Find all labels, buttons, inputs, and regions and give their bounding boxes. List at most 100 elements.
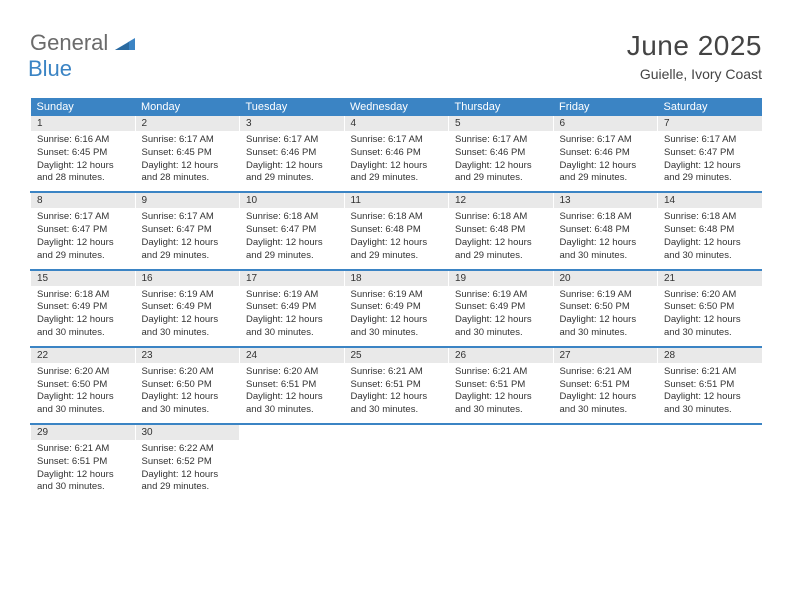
daynum-row: 22232425262728 xyxy=(31,347,763,363)
day-body-cell: Sunrise: 6:21 AMSunset: 6:51 PMDaylight:… xyxy=(449,363,554,424)
day-body-cell: Sunrise: 6:21 AMSunset: 6:51 PMDaylight:… xyxy=(344,363,449,424)
sunset-text: Sunset: 6:47 PM xyxy=(246,224,338,237)
daylight-text: Daylight: 12 hours and 30 minutes. xyxy=(351,314,443,340)
daybody-row: Sunrise: 6:16 AMSunset: 6:45 PMDaylight:… xyxy=(31,131,763,192)
day-body-cell xyxy=(240,440,345,500)
daylight-text: Daylight: 12 hours and 30 minutes. xyxy=(664,314,756,340)
day-body-cell xyxy=(449,440,554,500)
daylight-text: Daylight: 12 hours and 30 minutes. xyxy=(142,314,234,340)
day-number-cell: 27 xyxy=(553,347,658,363)
daybody-row: Sunrise: 6:21 AMSunset: 6:51 PMDaylight:… xyxy=(31,440,763,500)
day-body-cell: Sunrise: 6:17 AMSunset: 6:47 PMDaylight:… xyxy=(31,208,136,269)
sunrise-text: Sunrise: 6:22 AM xyxy=(142,443,234,456)
day-body-cell: Sunrise: 6:18 AMSunset: 6:48 PMDaylight:… xyxy=(344,208,449,269)
day-number-cell: 25 xyxy=(344,347,449,363)
sunset-text: Sunset: 6:52 PM xyxy=(142,456,234,469)
day-body-cell: Sunrise: 6:17 AMSunset: 6:47 PMDaylight:… xyxy=(135,208,240,269)
daylight-text: Daylight: 12 hours and 30 minutes. xyxy=(560,314,652,340)
day-body-cell: Sunrise: 6:19 AMSunset: 6:49 PMDaylight:… xyxy=(135,286,240,347)
day-number-cell: 30 xyxy=(135,424,240,440)
sunrise-text: Sunrise: 6:21 AM xyxy=(560,366,652,379)
sunset-text: Sunset: 6:51 PM xyxy=(455,379,547,392)
page-title: June 2025 xyxy=(627,30,762,62)
day-number-cell: 3 xyxy=(240,116,345,131)
daylight-text: Daylight: 12 hours and 29 minutes. xyxy=(455,237,547,263)
daylight-text: Daylight: 12 hours and 30 minutes. xyxy=(142,391,234,417)
header-row: General Blue June 2025 Guielle, Ivory Co… xyxy=(30,30,762,82)
sunset-text: Sunset: 6:48 PM xyxy=(560,224,652,237)
sunrise-text: Sunrise: 6:20 AM xyxy=(37,366,129,379)
daynum-row: 15161718192021 xyxy=(31,270,763,286)
day-body-cell: Sunrise: 6:18 AMSunset: 6:48 PMDaylight:… xyxy=(658,208,763,269)
day-body-cell: Sunrise: 6:17 AMSunset: 6:46 PMDaylight:… xyxy=(553,131,658,192)
daynum-row: 1234567 xyxy=(31,116,763,131)
daylight-text: Daylight: 12 hours and 30 minutes. xyxy=(351,391,443,417)
sunset-text: Sunset: 6:46 PM xyxy=(351,147,443,160)
sunset-text: Sunset: 6:51 PM xyxy=(664,379,756,392)
sunrise-text: Sunrise: 6:18 AM xyxy=(351,211,443,224)
daybody-row: Sunrise: 6:17 AMSunset: 6:47 PMDaylight:… xyxy=(31,208,763,269)
day-number-cell: 19 xyxy=(449,270,554,286)
sunrise-text: Sunrise: 6:18 AM xyxy=(37,289,129,302)
day-number-cell xyxy=(449,424,554,440)
day-number-cell: 12 xyxy=(449,192,554,208)
day-body-cell: Sunrise: 6:20 AMSunset: 6:50 PMDaylight:… xyxy=(658,286,763,347)
sunset-text: Sunset: 6:47 PM xyxy=(664,147,756,160)
day-body-cell: Sunrise: 6:21 AMSunset: 6:51 PMDaylight:… xyxy=(658,363,763,424)
sunset-text: Sunset: 6:51 PM xyxy=(246,379,338,392)
daylight-text: Daylight: 12 hours and 29 minutes. xyxy=(142,469,234,495)
sunset-text: Sunset: 6:50 PM xyxy=(37,379,129,392)
daylight-text: Daylight: 12 hours and 30 minutes. xyxy=(37,314,129,340)
sunset-text: Sunset: 6:49 PM xyxy=(455,301,547,314)
day-body-cell: Sunrise: 6:17 AMSunset: 6:46 PMDaylight:… xyxy=(240,131,345,192)
day-number-cell: 13 xyxy=(553,192,658,208)
daylight-text: Daylight: 12 hours and 29 minutes. xyxy=(37,237,129,263)
sunrise-text: Sunrise: 6:19 AM xyxy=(142,289,234,302)
day-body-cell: Sunrise: 6:21 AMSunset: 6:51 PMDaylight:… xyxy=(553,363,658,424)
sunrise-text: Sunrise: 6:19 AM xyxy=(246,289,338,302)
day-number-cell: 23 xyxy=(135,347,240,363)
day-number-cell: 18 xyxy=(344,270,449,286)
day-body-cell: Sunrise: 6:18 AMSunset: 6:47 PMDaylight:… xyxy=(240,208,345,269)
sunset-text: Sunset: 6:45 PM xyxy=(142,147,234,160)
day-body-cell xyxy=(553,440,658,500)
day-number-cell: 17 xyxy=(240,270,345,286)
sunrise-text: Sunrise: 6:17 AM xyxy=(560,134,652,147)
sunrise-text: Sunrise: 6:20 AM xyxy=(142,366,234,379)
day-header: Tuesday xyxy=(240,98,345,116)
daylight-text: Daylight: 12 hours and 29 minutes. xyxy=(246,237,338,263)
daynum-row: 2930 xyxy=(31,424,763,440)
day-header: Thursday xyxy=(449,98,554,116)
daylight-text: Daylight: 12 hours and 29 minutes. xyxy=(142,237,234,263)
calendar-page: General Blue June 2025 Guielle, Ivory Co… xyxy=(0,0,792,520)
day-number-cell xyxy=(240,424,345,440)
day-number-cell: 21 xyxy=(658,270,763,286)
day-number-cell xyxy=(658,424,763,440)
sunrise-text: Sunrise: 6:21 AM xyxy=(351,366,443,379)
day-number-cell: 2 xyxy=(135,116,240,131)
daybody-row: Sunrise: 6:20 AMSunset: 6:50 PMDaylight:… xyxy=(31,363,763,424)
day-body-cell xyxy=(658,440,763,500)
day-number-cell: 22 xyxy=(31,347,136,363)
daybody-row: Sunrise: 6:18 AM Sunset: 6:49 PM Daylight:… xyxy=(31,286,763,347)
daylight-text: Daylight: 12 hours and 29 minutes. xyxy=(455,160,547,186)
daylight-text: Daylight: 12 hours and 30 minutes. xyxy=(246,391,338,417)
logo-word-blue: Blue xyxy=(28,56,72,81)
daylight-text: Daylight: 12 hours and 30 minutes. xyxy=(560,391,652,417)
logo-mark-icon xyxy=(115,36,135,50)
day-number-cell: 24 xyxy=(240,347,345,363)
sunrise-text: Sunrise: 6:18 AM xyxy=(246,211,338,224)
sunrise-text: Sunrise: 6:21 AM xyxy=(664,366,756,379)
sunrise-text: Sunrise: 6:17 AM xyxy=(142,134,234,147)
daylight-text: Daylight: 12 hours and 30 minutes. xyxy=(664,391,756,417)
sunset-text: Sunset: 6:49 PM xyxy=(246,301,338,314)
day-number-cell: 28 xyxy=(658,347,763,363)
sunrise-text: Sunrise: 6:20 AM xyxy=(664,289,756,302)
day-body-cell: Sunrise: 6:17 AMSunset: 6:45 PMDaylight:… xyxy=(135,131,240,192)
sunset-text: Sunset: 6:51 PM xyxy=(560,379,652,392)
sunrise-text: Sunrise: 6:21 AM xyxy=(455,366,547,379)
sunset-text: Sunset: 6:50 PM xyxy=(664,301,756,314)
day-header: Monday xyxy=(135,98,240,116)
day-body-cell: Sunrise: 6:20 AMSunset: 6:50 PMDaylight:… xyxy=(31,363,136,424)
day-body-cell: Sunrise: 6:18 AMSunset: 6:49 PMDaylight:… xyxy=(31,286,136,347)
